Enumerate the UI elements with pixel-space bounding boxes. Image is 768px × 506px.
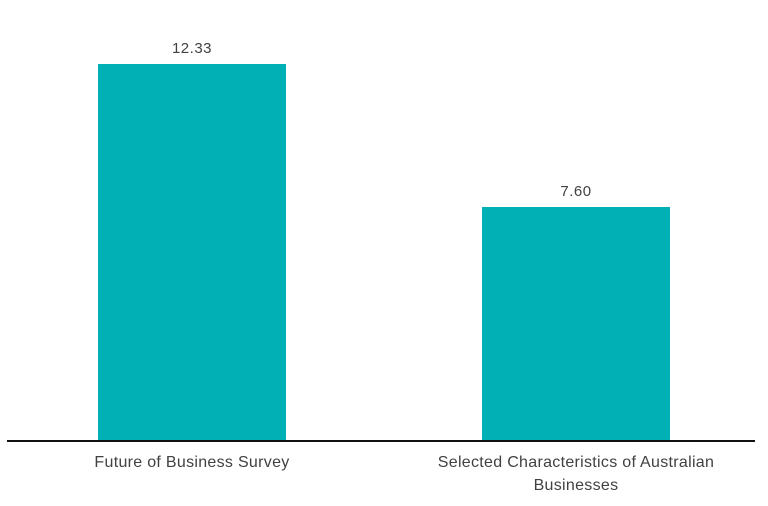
bar-group: 12.33	[0, 41, 384, 441]
bar	[98, 64, 286, 441]
plot-area: 12.33 7.60	[0, 41, 768, 441]
bar-group: 7.60	[384, 41, 768, 441]
x-axis-category-label-text: Future of Business Survey	[94, 454, 290, 471]
bar	[482, 207, 670, 441]
x-axis-category-label: Selected Characteristics of Australian B…	[384, 452, 768, 497]
x-axis-category-label: Future of Business Survey	[0, 452, 384, 497]
x-axis-category-label-text: Selected Characteristics of Australian B…	[437, 454, 715, 494]
bar-value-label: 12.33	[171, 40, 213, 57]
x-axis-labels: Future of Business Survey Selected Charac…	[0, 452, 768, 497]
bar-value-label: 7.60	[560, 183, 592, 201]
x-axis-line	[7, 440, 755, 442]
